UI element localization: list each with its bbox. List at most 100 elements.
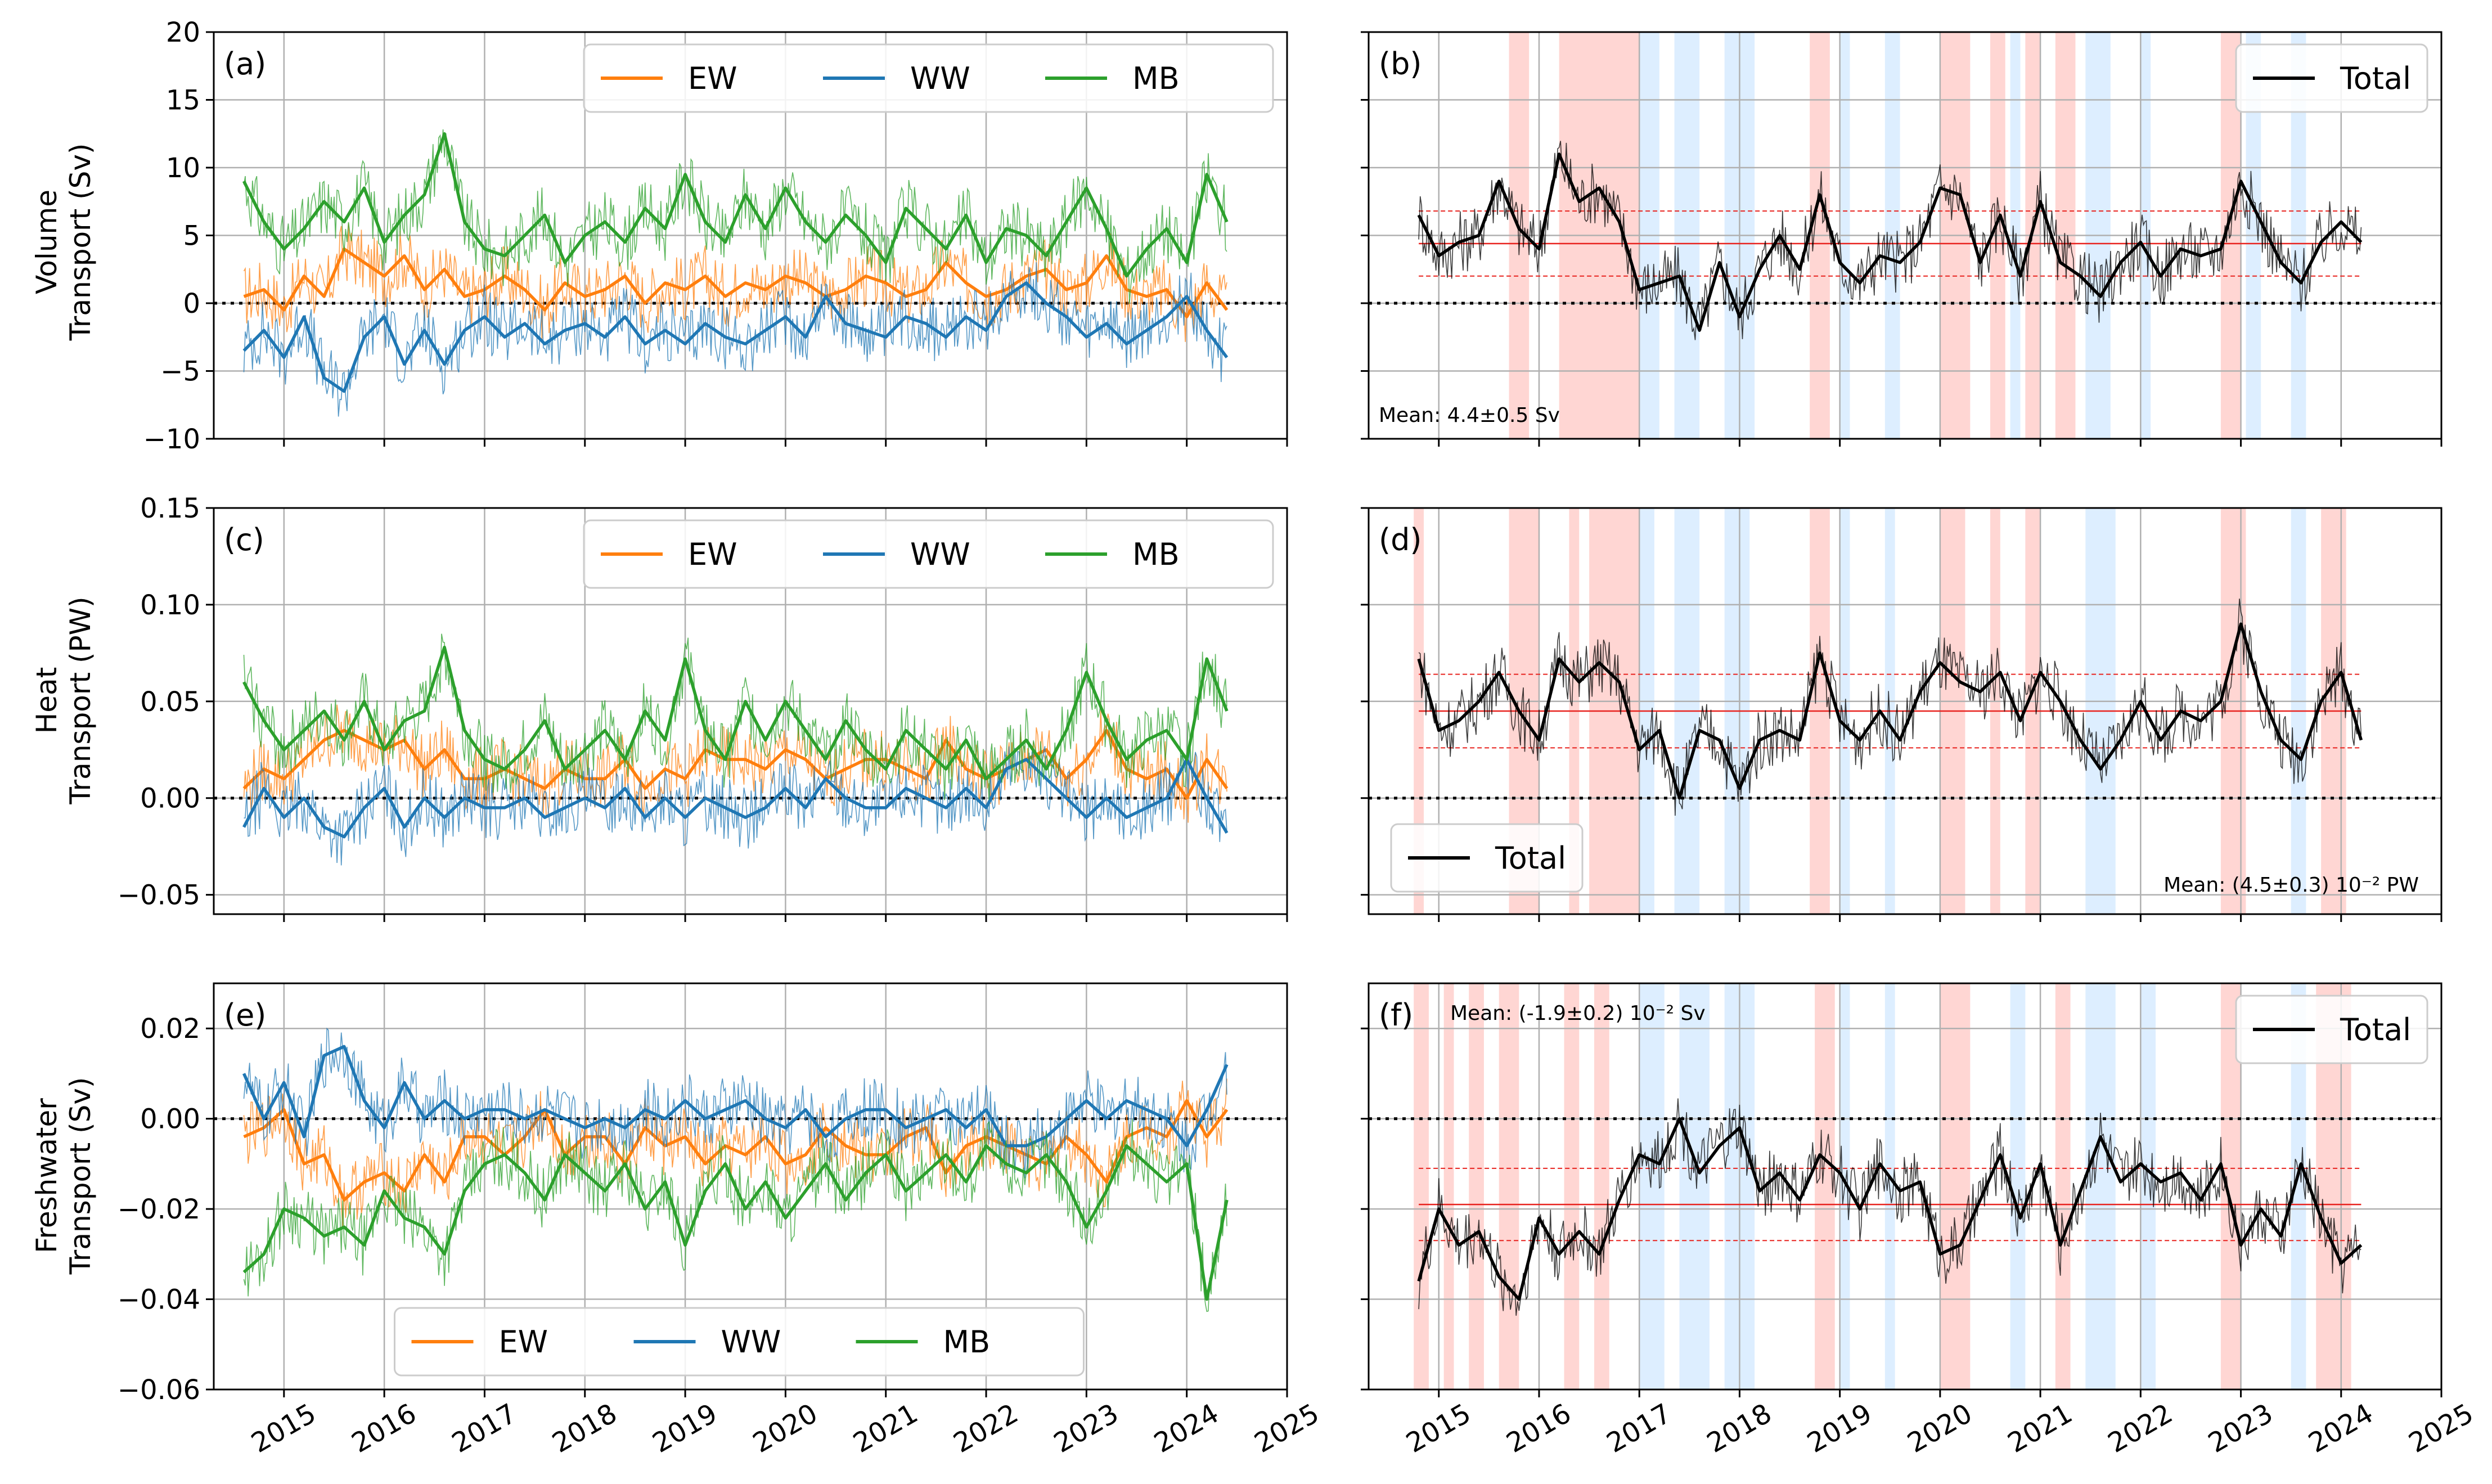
warm-band-6 xyxy=(1815,983,1835,1389)
x-tick-label-2016: 2016 xyxy=(347,1397,422,1459)
series-group xyxy=(242,633,1229,866)
x-tick-label-2019: 2019 xyxy=(647,1397,723,1459)
series-line-WW xyxy=(242,1045,1229,1148)
legend-label-EW: EW xyxy=(688,537,737,572)
warm-band-4 xyxy=(1564,983,1580,1389)
panel-d: (d) Mean: (4.5±0.3) 10⁻² PW Total xyxy=(1361,507,2442,922)
y-tick-label: −10 xyxy=(143,424,200,455)
series-raw-MB xyxy=(243,633,1227,801)
warm-band-2 xyxy=(1469,983,1484,1389)
panel-a: 20 15 10 5 0 −5 −10 (a) EW WW MB xyxy=(143,17,1288,455)
y-tick-label: −0.02 xyxy=(118,1194,200,1225)
y-tick-label: 10 xyxy=(166,152,200,184)
legend-box xyxy=(583,519,1274,589)
legend-box xyxy=(2235,995,2428,1064)
legend: EW WW MB xyxy=(583,519,1274,589)
panel-label: (a) xyxy=(224,46,266,82)
ylabel-freshwater: FreshwaterTransport (Sv) xyxy=(30,1077,97,1275)
x-tick-label-2024: 2024 xyxy=(1149,1397,1224,1459)
legend: EW WW MB xyxy=(394,1307,1085,1377)
y-tick-label: 0.02 xyxy=(140,1013,200,1045)
y-tick-label: 0 xyxy=(183,288,200,320)
y-tick-label: 0.00 xyxy=(140,1104,200,1135)
cool-band-5 xyxy=(2010,983,2026,1389)
warm-band-7 xyxy=(1940,983,1971,1389)
y-tick-label: 15 xyxy=(166,85,200,116)
legend: EW WW MB xyxy=(583,43,1274,113)
legend-label-EW: EW xyxy=(688,61,737,96)
panel-label: (b) xyxy=(1379,46,1422,82)
x-tick-label-2021: 2021 xyxy=(2003,1397,2078,1459)
legend-box xyxy=(394,1307,1085,1377)
legend-label-Total: Total xyxy=(1495,840,1566,876)
axes-frame xyxy=(1368,982,2442,1391)
legend-label-WW: WW xyxy=(910,61,970,96)
series-line-EW xyxy=(242,728,1229,800)
series-line-Total xyxy=(1417,152,2363,332)
panel-label: (c) xyxy=(224,522,264,557)
series-raw-WW xyxy=(243,1027,1227,1179)
panel-c: 0.15 0.10 0.05 0.00 −0.05 (c) EW WW MB xyxy=(118,493,1288,922)
cool-band-1 xyxy=(1679,983,1710,1389)
series-line-EW xyxy=(243,1099,1229,1202)
series-group xyxy=(242,1027,1229,1312)
x-tick-label-2023: 2023 xyxy=(2203,1397,2278,1459)
cool-band-0 xyxy=(1639,983,1665,1389)
x-tick-label-2018: 2018 xyxy=(1702,1397,1777,1459)
panel-f: 2015 2016 2017 2018 2019 2020 2021 2022 2023 2024… xyxy=(1361,982,2478,1459)
legend-label-WW: WW xyxy=(721,1324,781,1360)
mean-text: Mean: (-1.9±0.2) 10⁻² Sv xyxy=(1450,1002,1706,1025)
warm-band-3 xyxy=(1499,983,1519,1389)
series-group xyxy=(1417,599,2363,816)
axes-frame xyxy=(213,982,1288,1391)
y-tick-label: 0.00 xyxy=(140,783,200,815)
legend-label-MB: MB xyxy=(943,1324,991,1360)
warm-band-5 xyxy=(1594,983,1609,1389)
y-tick-label: 0.10 xyxy=(140,590,200,621)
x-tick-label-2025: 2025 xyxy=(1249,1397,1325,1459)
x-tick-label-2024: 2024 xyxy=(2303,1397,2378,1459)
x-tick-label-2021: 2021 xyxy=(848,1397,923,1459)
ylabel-heat: HeatTransport (PW) xyxy=(30,596,97,804)
mean-text: Mean: (4.5±0.3) 10⁻² PW xyxy=(2163,874,2419,897)
panel-b: (b) Mean: 4.4±0.5 Sv Total xyxy=(1361,31,2442,447)
series-group xyxy=(242,129,1229,417)
series-raw-MB xyxy=(243,129,1227,304)
legend: Total xyxy=(2235,43,2428,113)
legend-label-MB: MB xyxy=(1132,537,1180,572)
series-group xyxy=(1417,1098,2363,1316)
x-tick-label-2015: 2015 xyxy=(1401,1397,1476,1459)
ylabel-volume-line1: VolumeTransport (Sv) xyxy=(30,143,97,341)
x-tick-label-2022: 2022 xyxy=(2103,1397,2178,1459)
warm-band-1 xyxy=(1443,983,1454,1389)
y-tick-label: −0.06 xyxy=(118,1374,200,1406)
series-line-MB xyxy=(242,1144,1229,1301)
legend-box xyxy=(1390,823,1584,893)
series-group xyxy=(1417,141,2363,340)
axes-frame xyxy=(1368,507,2442,915)
legend-label-Total: Total xyxy=(2340,61,2411,96)
series-line-Total xyxy=(1417,622,2363,800)
x-tick-label-2016: 2016 xyxy=(1501,1397,1577,1459)
panel-label: (d) xyxy=(1379,522,1422,557)
series-line-Total xyxy=(1417,1117,2363,1301)
series-raw-MB xyxy=(243,1119,1227,1312)
legend: Total xyxy=(1390,823,1584,893)
x-tick-label-2015: 2015 xyxy=(246,1397,321,1459)
x-tick-label-2022: 2022 xyxy=(948,1397,1024,1459)
series-line-EW xyxy=(243,247,1229,318)
x-tick-label-2020: 2020 xyxy=(748,1397,823,1459)
x-tick-label-2017: 2017 xyxy=(1602,1397,1677,1459)
y-tick-label: −0.04 xyxy=(118,1284,200,1316)
warm-band-8 xyxy=(2055,983,2071,1389)
legend: Total xyxy=(2235,995,2428,1064)
panel-label: (f) xyxy=(1379,997,1413,1033)
series-raw-WW xyxy=(243,262,1227,417)
cool-band-7 xyxy=(2140,983,2156,1389)
x-tick-label-2017: 2017 xyxy=(447,1397,522,1459)
series-line-MB xyxy=(242,645,1229,781)
warm-band-0 xyxy=(1414,983,1429,1389)
x-tick-label-2020: 2020 xyxy=(1902,1397,1977,1459)
legend-box xyxy=(583,43,1274,113)
